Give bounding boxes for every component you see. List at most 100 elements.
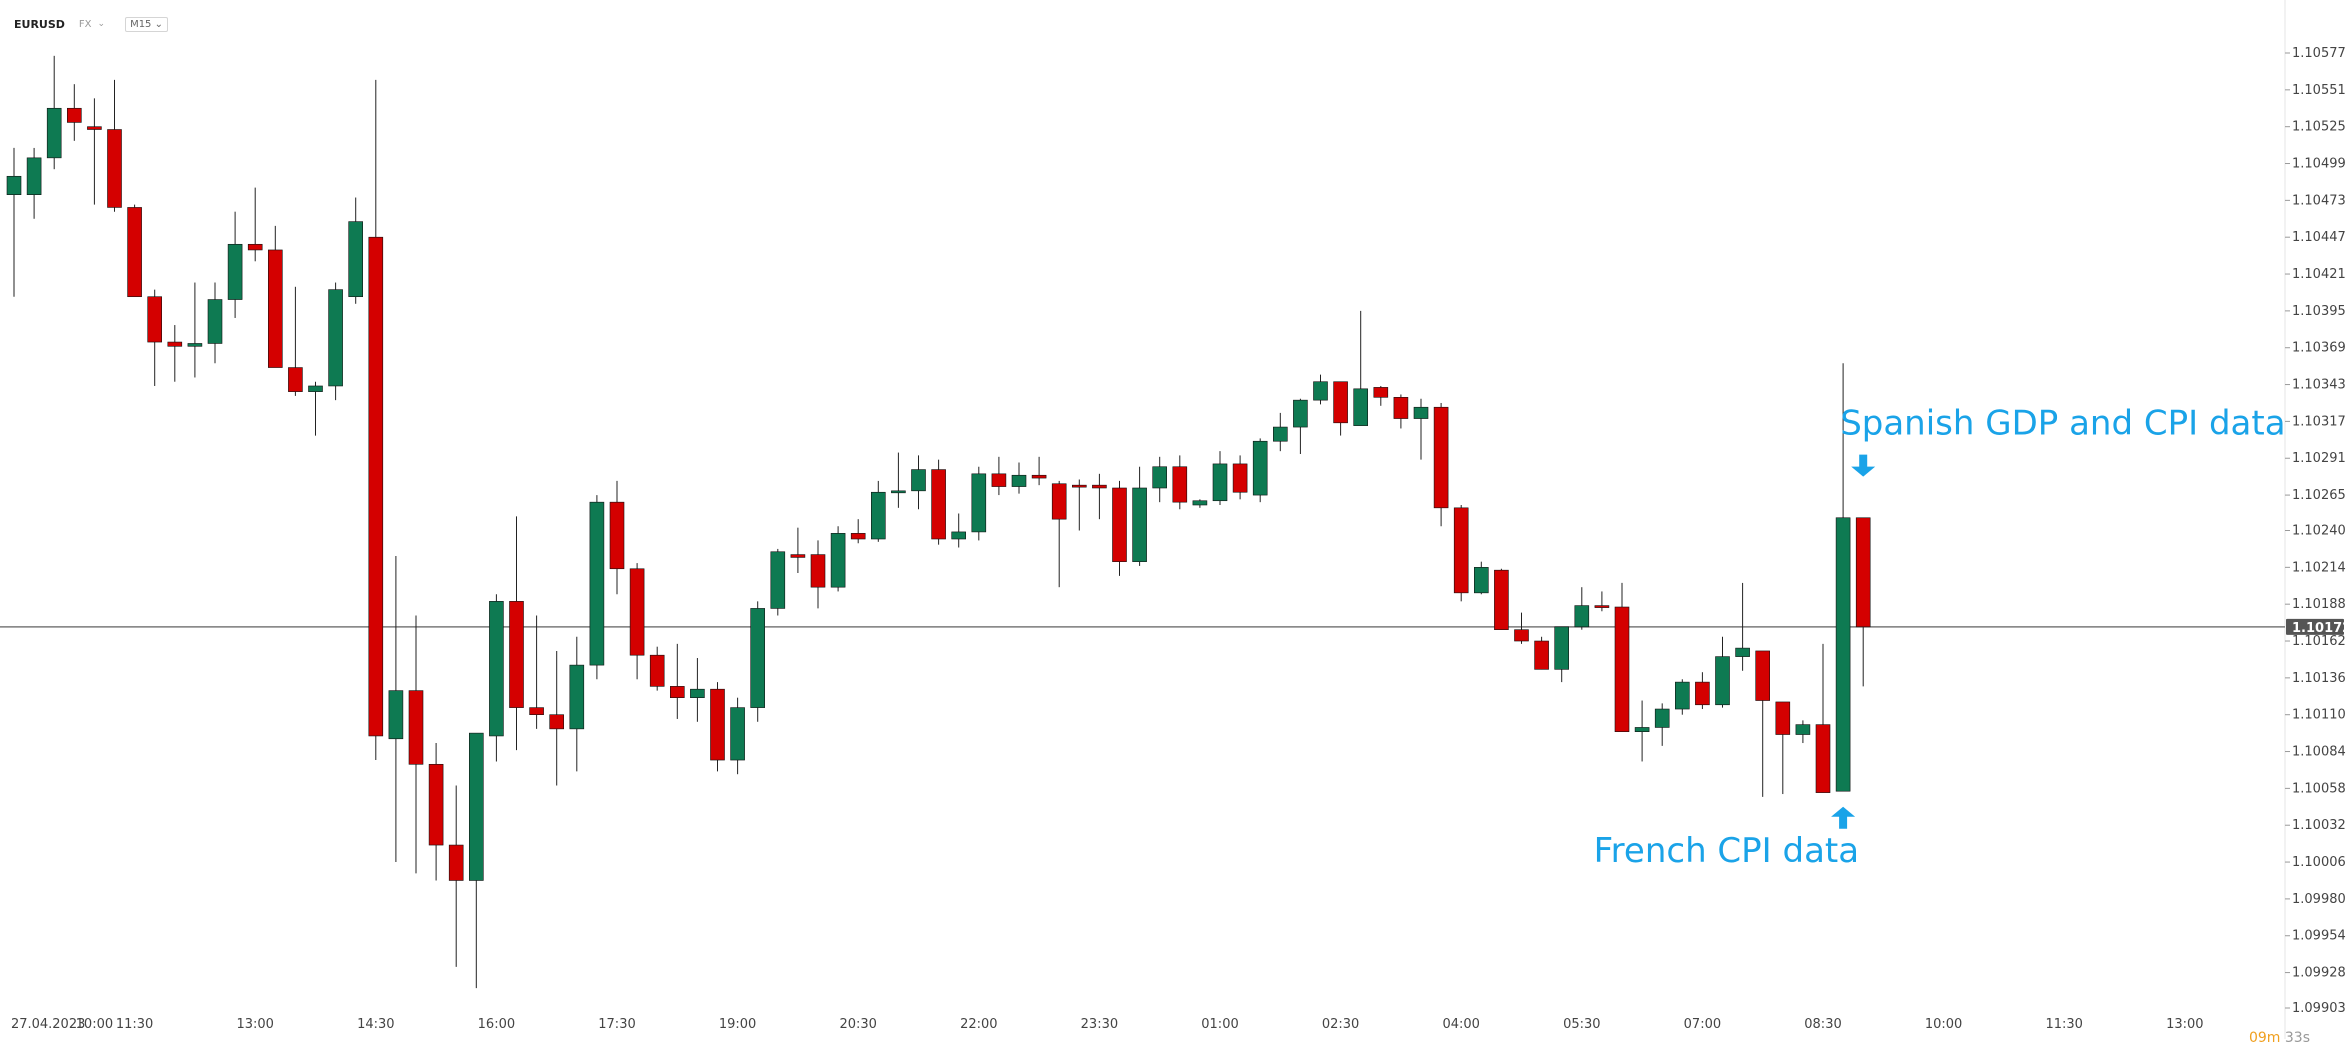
bear-candle[interactable] <box>629 568 645 656</box>
bear-candle[interactable] <box>991 473 1007 487</box>
symbol-label[interactable]: EURUSD <box>14 17 65 31</box>
bear-candle[interactable] <box>1494 569 1509 630</box>
bear-candle[interactable] <box>1695 681 1710 706</box>
bull-candle[interactable] <box>1634 727 1650 733</box>
bull-candle[interactable] <box>6 175 22 195</box>
bear-candle[interactable] <box>810 554 826 588</box>
bull-candle[interactable] <box>1293 399 1308 428</box>
bull-candle[interactable] <box>750 608 766 708</box>
bear-candle[interactable] <box>649 654 665 687</box>
bull-candle[interactable] <box>1212 463 1228 502</box>
bear-candle[interactable] <box>1333 381 1348 424</box>
bear-candle[interactable] <box>1775 701 1791 735</box>
bear-candle[interactable] <box>368 236 384 737</box>
bull-candle[interactable] <box>1574 605 1590 628</box>
bear-candle[interactable] <box>67 107 82 123</box>
bear-candle[interactable] <box>1755 650 1770 701</box>
bull-candle[interactable] <box>951 531 967 540</box>
bear-candle[interactable] <box>1534 640 1549 670</box>
bear-candle[interactable] <box>1815 724 1831 793</box>
bull-candle[interactable] <box>468 732 484 881</box>
bull-candle[interactable] <box>1413 406 1429 419</box>
bull-candle[interactable] <box>730 707 745 761</box>
bull-candle[interactable] <box>589 501 605 666</box>
bull-candle[interactable] <box>328 289 343 387</box>
bear-candle[interactable] <box>127 207 142 298</box>
bear-candle[interactable] <box>107 129 122 208</box>
bear-candle[interactable] <box>1031 474 1047 479</box>
bull-candle[interactable] <box>348 221 364 298</box>
bull-candle[interactable] <box>1192 500 1208 506</box>
bull-candle[interactable] <box>1835 517 1851 792</box>
bull-candle[interactable] <box>1252 440 1268 496</box>
bear-candle[interactable] <box>609 501 625 570</box>
bull-candle[interactable] <box>207 299 223 344</box>
bear-candle[interactable] <box>288 367 303 392</box>
bear-candle[interactable] <box>87 126 102 130</box>
y-tick-label: 1.10084 <box>2292 745 2346 760</box>
bear-candle[interactable] <box>1232 463 1248 493</box>
bear-candle[interactable] <box>1614 606 1630 733</box>
bear-candle[interactable] <box>1594 605 1610 608</box>
bear-candle[interactable] <box>509 601 524 708</box>
bear-candle[interactable] <box>1514 629 1529 642</box>
bull-candle[interactable] <box>1795 724 1811 735</box>
bull-candle[interactable] <box>870 491 886 540</box>
bull-candle[interactable] <box>227 243 243 300</box>
bull-candle[interactable] <box>46 107 62 159</box>
bull-candle[interactable] <box>1654 708 1670 728</box>
bull-candle[interactable] <box>891 490 906 494</box>
bull-candle[interactable] <box>1011 474 1027 487</box>
bull-candle[interactable] <box>1313 381 1328 401</box>
bear-candle[interactable] <box>529 707 544 715</box>
bear-candle[interactable] <box>1453 507 1469 594</box>
bull-candle[interactable] <box>1735 647 1750 657</box>
bull-candle[interactable] <box>1132 487 1147 562</box>
bear-candle[interactable] <box>1051 483 1067 520</box>
bull-candle[interactable] <box>1353 388 1368 426</box>
bull-candle[interactable] <box>1554 626 1569 670</box>
bear-candle[interactable] <box>790 554 806 558</box>
bear-candle[interactable] <box>1373 387 1389 398</box>
bear-candle[interactable] <box>147 296 162 343</box>
bear-candle[interactable] <box>448 844 464 881</box>
bull-candle[interactable] <box>1273 426 1288 442</box>
bull-candle[interactable] <box>830 533 846 588</box>
bull-candle[interactable] <box>388 690 404 740</box>
bear-candle[interactable] <box>549 714 565 730</box>
bear-candle[interactable] <box>428 763 444 846</box>
bear-candle[interactable] <box>1433 406 1449 509</box>
bear-candle[interactable] <box>931 469 946 540</box>
timeframe-selector[interactable]: M15 ⌄ <box>125 16 168 32</box>
bear-candle[interactable] <box>850 533 866 540</box>
bear-candle[interactable] <box>1393 397 1409 419</box>
bear-candle[interactable] <box>267 249 283 368</box>
bear-candle[interactable] <box>1092 484 1107 489</box>
bear-candle[interactable] <box>247 243 263 251</box>
bull-candle[interactable] <box>489 601 504 737</box>
bull-candle[interactable] <box>26 157 42 195</box>
bull-candle[interactable] <box>690 688 705 698</box>
bear-candle[interactable] <box>1855 517 1871 628</box>
bear-candle[interactable] <box>167 341 183 347</box>
bull-candle[interactable] <box>1152 466 1167 489</box>
bull-candle[interactable] <box>1715 656 1730 706</box>
bear-candle[interactable] <box>710 688 725 761</box>
bear-candle[interactable] <box>1172 466 1188 503</box>
bear-candle[interactable] <box>1112 487 1127 562</box>
bull-candle[interactable] <box>1675 681 1690 710</box>
bull-candle[interactable] <box>1474 567 1489 594</box>
bull-candle[interactable] <box>911 469 926 492</box>
bull-candle[interactable] <box>308 385 323 392</box>
bear-candle[interactable] <box>408 690 424 765</box>
bear-candle[interactable] <box>669 686 685 698</box>
bull-candle[interactable] <box>770 551 786 609</box>
x-tick-label: 27.04.2023 <box>11 1017 85 1032</box>
bull-candle[interactable] <box>187 343 203 347</box>
bear-candle[interactable] <box>1072 484 1087 488</box>
bull-candle[interactable] <box>971 473 987 533</box>
chevron-down-icon[interactable]: ⌄ <box>97 19 106 29</box>
bull-candle[interactable] <box>569 664 585 730</box>
